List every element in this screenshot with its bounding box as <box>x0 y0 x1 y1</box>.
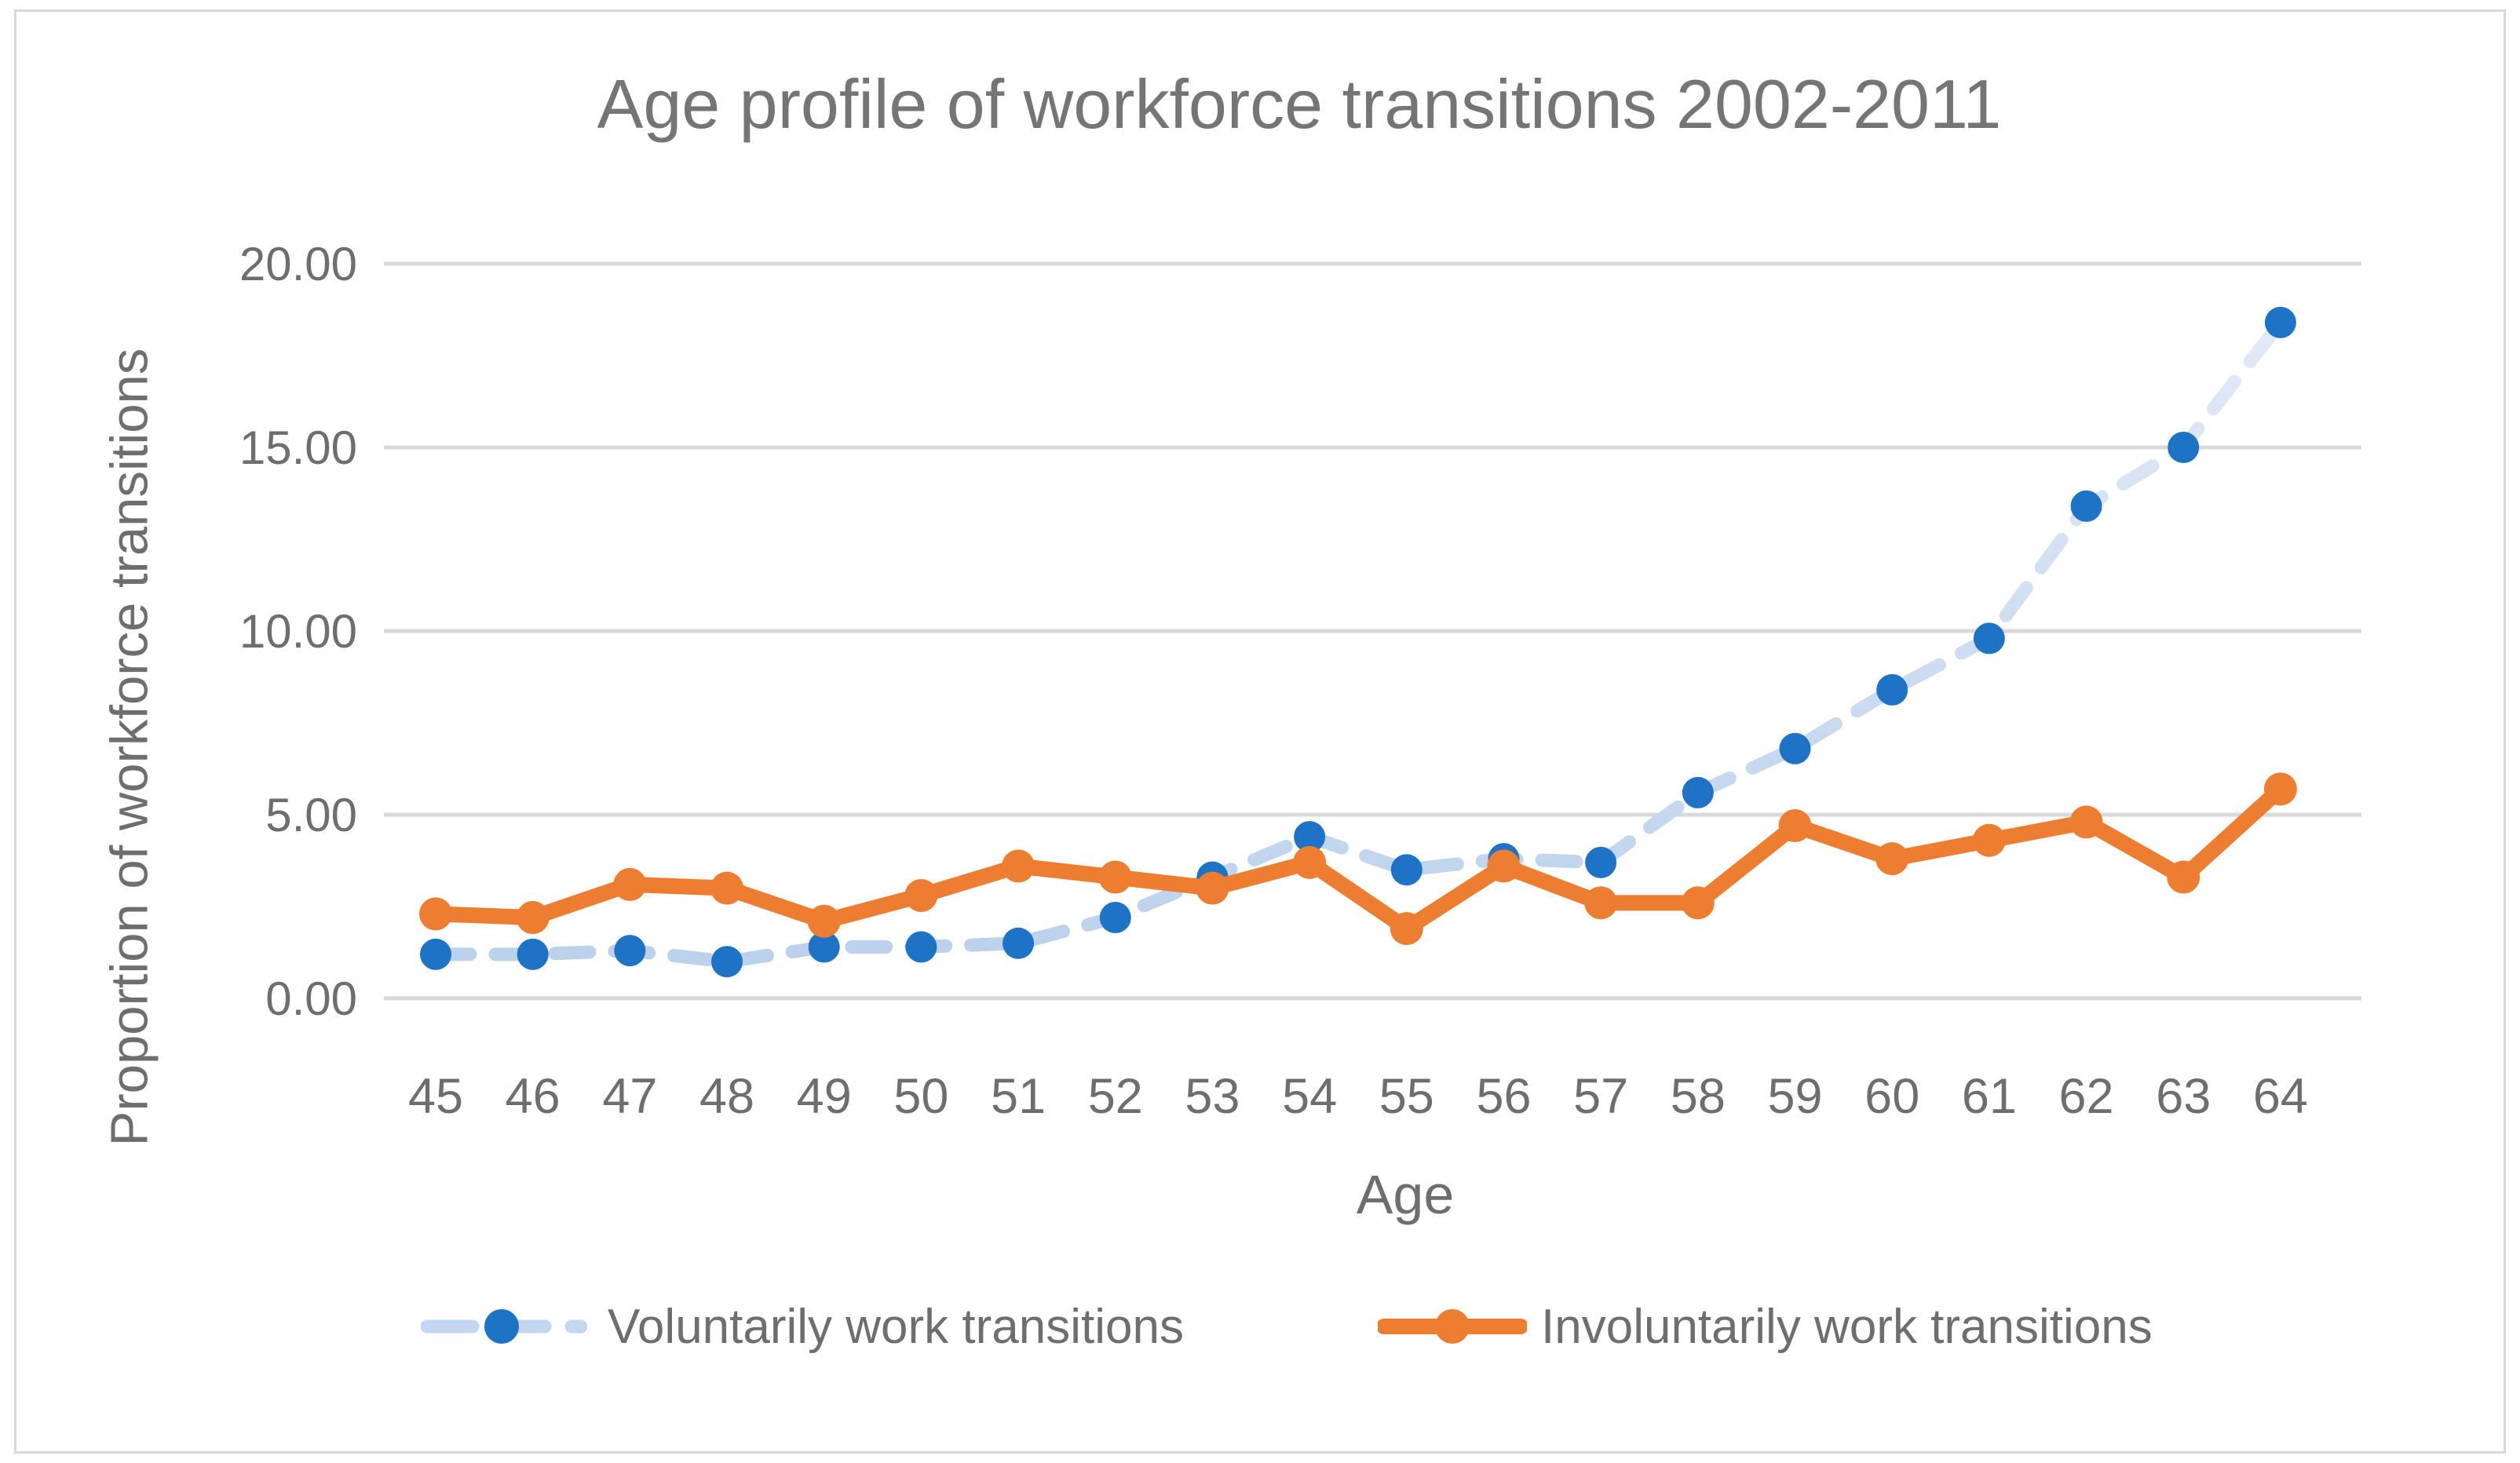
data-point-involuntary <box>1002 849 1035 883</box>
x-tick-label: 50 <box>893 1069 948 1124</box>
data-point-voluntary <box>1099 902 1131 934</box>
data-point-involuntary <box>2263 772 2297 806</box>
x-tick-label: 62 <box>2059 1069 2114 1124</box>
data-point-voluntary <box>1876 673 1908 706</box>
data-point-involuntary <box>1487 849 1521 883</box>
x-tick-label: 63 <box>2156 1069 2211 1124</box>
data-point-involuntary <box>710 871 744 905</box>
data-point-voluntary <box>1585 846 1617 878</box>
data-point-voluntary <box>420 938 451 970</box>
data-point-voluntary <box>1682 776 1714 808</box>
involuntary-series-swatch-icon <box>1378 1309 1527 1344</box>
x-tick-label: 55 <box>1379 1069 1434 1124</box>
x-tick-label: 46 <box>506 1069 561 1124</box>
legend-label-voluntary: Voluntarily work transitions <box>608 1299 1184 1354</box>
data-point-voluntary <box>1294 821 1326 853</box>
x-tick-label: 54 <box>1282 1069 1337 1124</box>
y-tick-label: 5.00 <box>265 789 357 841</box>
legend-label-involuntary: Involuntarily work transitions <box>1541 1299 2153 1354</box>
x-tick-label: 64 <box>2253 1069 2308 1124</box>
voluntary-series-swatch-icon <box>421 1309 587 1344</box>
data-point-involuntary <box>613 867 647 901</box>
x-tick-label: 52 <box>1088 1069 1143 1124</box>
x-tick-label: 48 <box>699 1069 754 1124</box>
chart-title: Age profile of workforce transitions 200… <box>597 65 2002 143</box>
data-point-involuntary <box>1875 842 1909 876</box>
y-tick-label: 20.00 <box>239 238 357 290</box>
x-tick-label: 61 <box>1962 1069 2017 1124</box>
y-tick-label: 0.00 <box>265 972 357 1025</box>
legend-item-voluntary: Voluntarily work transitions <box>421 1295 1184 1358</box>
data-point-voluntary <box>2070 490 2102 522</box>
x-tick-label: 45 <box>408 1069 463 1124</box>
data-point-involuntary <box>1778 809 1812 843</box>
data-point-involuntary <box>1196 871 1229 905</box>
x-tick-label: 53 <box>1185 1069 1240 1124</box>
x-axis-title: Age <box>1356 1164 1455 1225</box>
data-point-involuntary <box>516 901 550 935</box>
data-point-voluntary <box>614 935 646 967</box>
series-line-involuntary <box>428 781 2288 937</box>
data-point-voluntary <box>711 946 743 978</box>
x-tick-label: 57 <box>1573 1069 1628 1124</box>
data-point-voluntary <box>1003 927 1035 959</box>
data-point-involuntary <box>904 878 938 912</box>
x-tick-label: 56 <box>1476 1069 1531 1124</box>
x-tick-label: 59 <box>1767 1069 1822 1124</box>
data-point-involuntary <box>2167 860 2200 894</box>
data-point-voluntary <box>2168 432 2200 463</box>
data-point-voluntary <box>1390 854 1423 886</box>
y-tick-label: 10.00 <box>239 605 357 658</box>
data-point-voluntary <box>905 931 937 963</box>
x-tick-label: 58 <box>1671 1069 1726 1124</box>
x-tick-label: 60 <box>1864 1069 1919 1124</box>
data-point-voluntary <box>2264 306 2296 338</box>
data-point-involuntary <box>807 904 841 938</box>
data-point-involuntary <box>419 897 452 931</box>
data-point-voluntary <box>1779 732 1811 764</box>
data-point-involuntary <box>2069 805 2103 839</box>
data-point-involuntary <box>1293 845 1327 879</box>
data-point-involuntary <box>1390 912 1423 946</box>
data-point-voluntary <box>808 931 840 963</box>
legend-item-involuntary: Involuntarily work transitions <box>1378 1295 2153 1358</box>
data-point-voluntary <box>517 938 549 970</box>
data-point-voluntary <box>1973 622 2005 655</box>
data-point-involuntary <box>1584 886 1618 920</box>
data-point-involuntary <box>1681 886 1715 920</box>
y-tick-label: 15.00 <box>239 421 357 474</box>
x-tick-label: 49 <box>797 1069 852 1124</box>
series-line-voluntary <box>429 316 2288 969</box>
x-tick-label: 51 <box>991 1069 1046 1124</box>
data-point-involuntary <box>1098 860 1132 894</box>
data-point-involuntary <box>1972 823 2006 857</box>
x-tick-label: 47 <box>602 1069 657 1124</box>
